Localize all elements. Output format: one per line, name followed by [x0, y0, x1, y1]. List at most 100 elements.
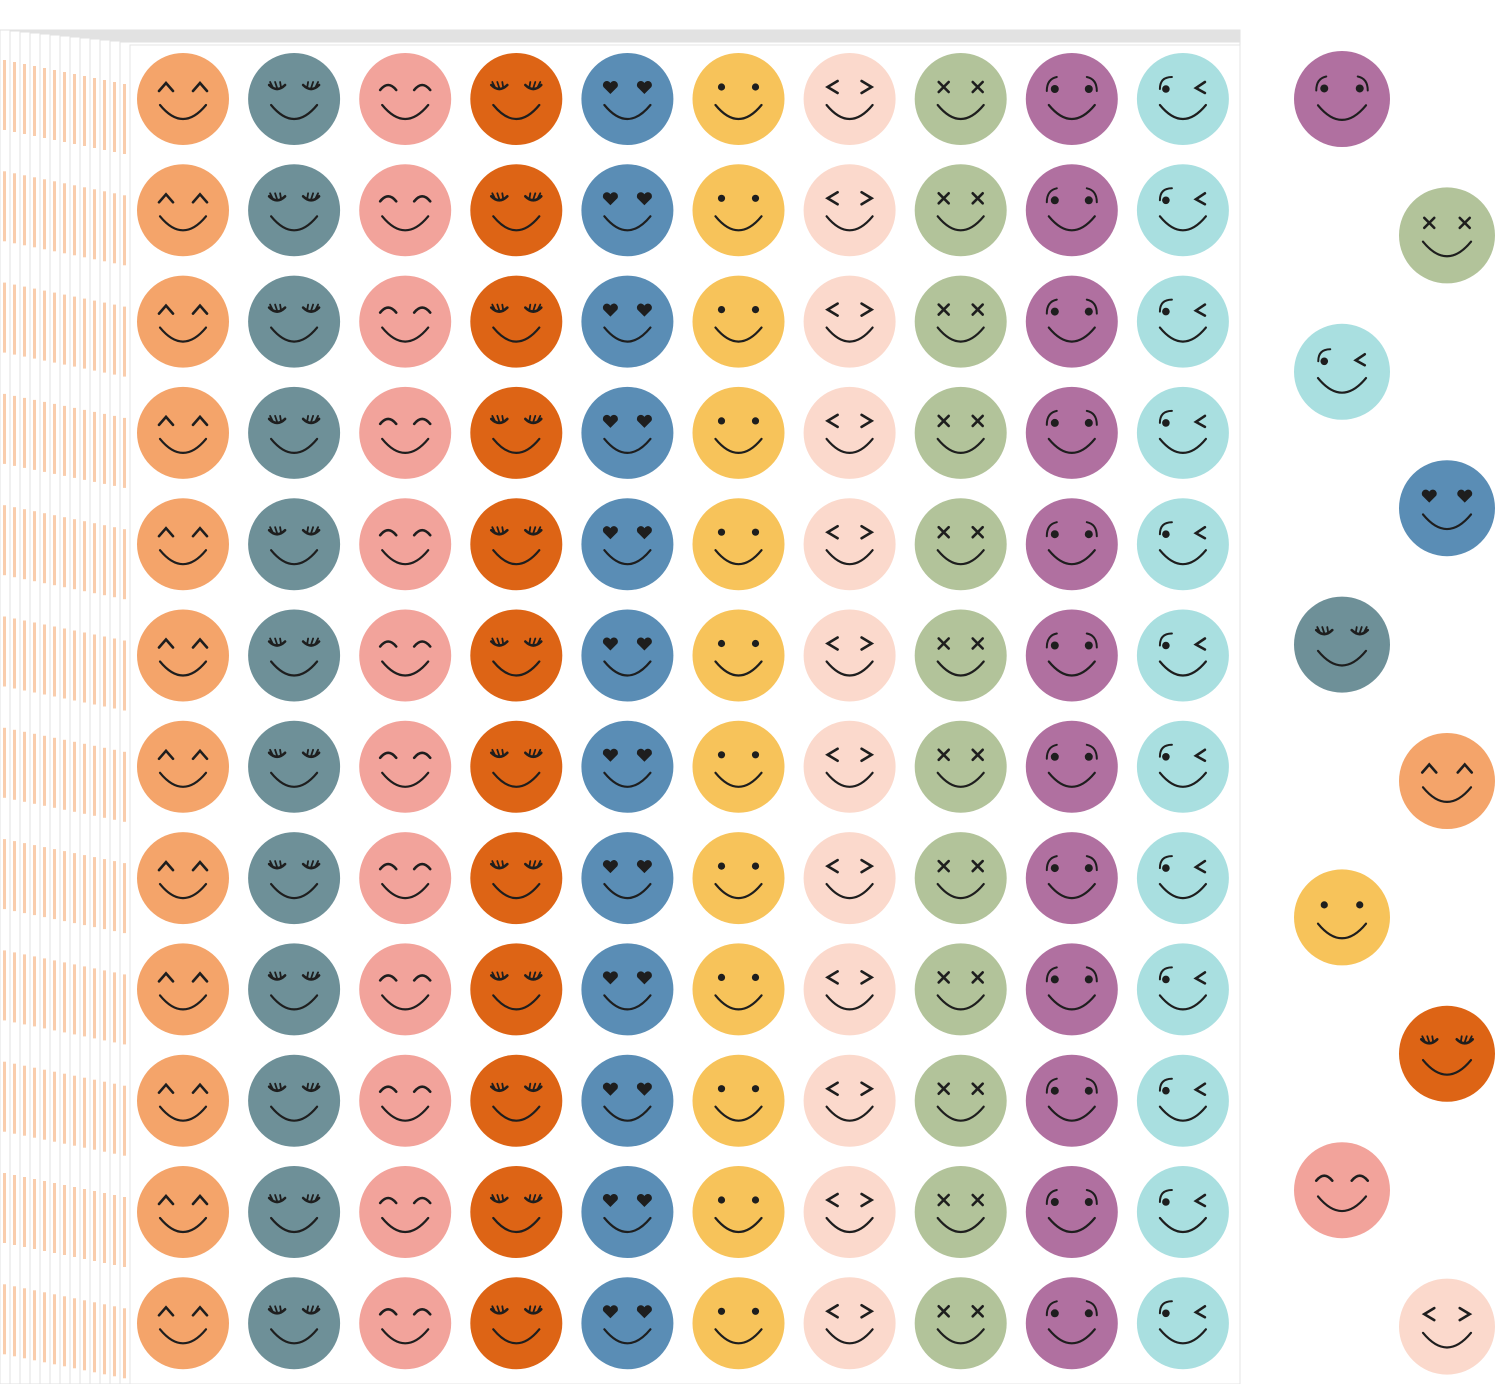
smile [714, 437, 763, 454]
eyelash [496, 1082, 501, 1091]
eyelash [528, 860, 532, 868]
sticker-face [692, 1277, 785, 1370]
eyelash [1321, 626, 1326, 634]
eye [1421, 489, 1437, 503]
sticker [470, 943, 563, 1036]
eye [751, 1085, 760, 1093]
sticker-face [692, 386, 785, 479]
sheet-edge-dot [33, 511, 36, 582]
smile [603, 660, 652, 677]
sticker-face [359, 164, 452, 257]
sticker-face [1025, 720, 1118, 813]
sticker-face [692, 1054, 785, 1147]
sticker [914, 164, 1007, 257]
sticker-face [137, 498, 229, 591]
eyelash [306, 81, 310, 89]
eyelash [269, 303, 275, 312]
smile [1421, 240, 1473, 258]
smile [1047, 1328, 1096, 1345]
eye [524, 974, 543, 981]
sheet-edge-dot [33, 66, 36, 136]
eyelash [274, 748, 279, 757]
sticker [137, 386, 229, 479]
eye [602, 303, 618, 317]
eye [1084, 196, 1093, 205]
eyelash [496, 303, 501, 312]
eye [412, 195, 432, 203]
sticker [803, 498, 896, 591]
eye [1162, 85, 1170, 93]
eye [157, 971, 175, 983]
eyelash [532, 81, 537, 89]
sheet-edge-dot [123, 195, 126, 266]
sticker [581, 1166, 674, 1258]
sticker [692, 498, 785, 591]
eye [825, 636, 839, 651]
smile [714, 549, 763, 566]
eye [1084, 864, 1093, 873]
eyelash [314, 1082, 320, 1091]
sticker [359, 609, 452, 702]
smile [1047, 215, 1096, 232]
sticker-face [914, 1277, 1007, 1370]
sheet-edge-dot [53, 1294, 56, 1365]
sticker [1136, 1054, 1229, 1147]
smile [1158, 103, 1207, 121]
sticker [1025, 1166, 1118, 1258]
eye [490, 640, 509, 647]
eye [191, 860, 209, 872]
front-sheet [129, 44, 1241, 1384]
eye [860, 191, 875, 206]
eye [602, 192, 618, 206]
sticker [1399, 460, 1495, 557]
sticker [581, 609, 674, 702]
eyebrow [1045, 1189, 1058, 1205]
eyelash [274, 637, 279, 646]
sticker-face [470, 1054, 563, 1147]
eyelash [528, 637, 532, 646]
eye [490, 1085, 509, 1092]
sheet-edge-dot [73, 964, 76, 1035]
sheet-edge-dot [63, 739, 66, 810]
smile [1047, 437, 1096, 454]
sheet-edge-dot [113, 972, 116, 1043]
eyelash [314, 526, 320, 535]
sticker [359, 1166, 452, 1258]
sheet-edge-dot [113, 527, 116, 598]
smile [381, 994, 430, 1011]
sheet-edge-dot [53, 403, 56, 474]
eye [267, 640, 287, 647]
eye [1050, 85, 1059, 93]
smile [270, 1105, 319, 1122]
sticker [914, 386, 1007, 479]
eye [490, 195, 509, 202]
sticker [692, 832, 785, 925]
sticker-face [1136, 832, 1229, 925]
eye [971, 414, 985, 428]
sticker-face [692, 1166, 785, 1258]
smile [936, 883, 985, 900]
eye [602, 526, 618, 540]
eye [717, 973, 726, 982]
eye [412, 862, 432, 871]
sticker [248, 943, 341, 1036]
sticker [1025, 275, 1118, 368]
sheet-edge-dot [83, 298, 86, 369]
sheet-edge-dot [93, 634, 96, 705]
eye [636, 1082, 652, 1096]
eyebrow [1085, 298, 1098, 315]
sheet-edge-dot [3, 727, 6, 798]
sticker-face [914, 386, 1007, 479]
eye [602, 414, 618, 428]
eyebrow [1085, 409, 1098, 426]
smile [381, 1105, 430, 1122]
sticker [914, 498, 1007, 591]
eye [636, 80, 652, 94]
eyelash [274, 81, 279, 89]
smile [825, 215, 874, 232]
sheet-edge-dot [43, 513, 46, 584]
sheet-edge-dot [83, 187, 86, 258]
eye [412, 417, 432, 426]
eyelash [314, 748, 320, 757]
smile [492, 660, 541, 677]
